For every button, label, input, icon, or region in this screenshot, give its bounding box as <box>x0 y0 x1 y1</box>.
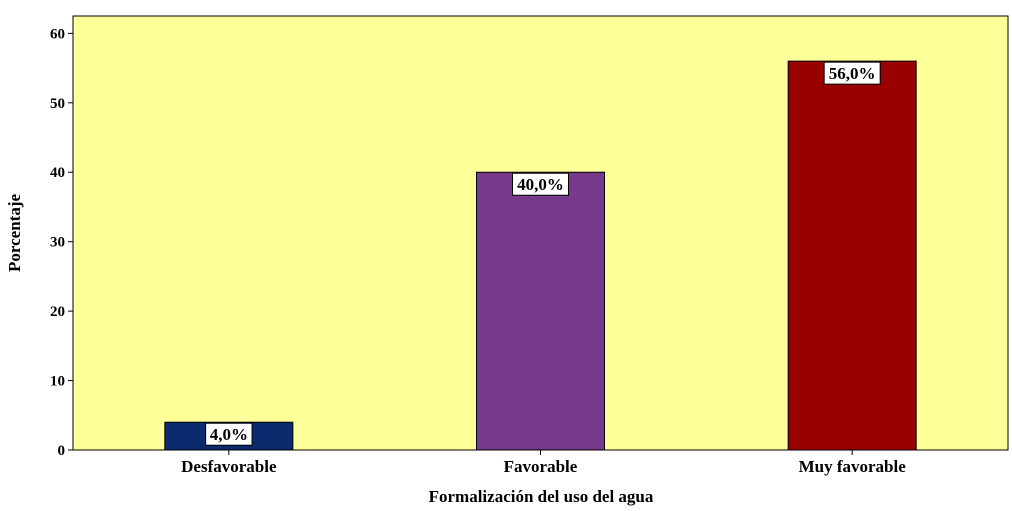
bar <box>787 60 917 451</box>
x-axis: Desfavorable Favorable Muy favorable <box>181 450 906 476</box>
y-tick-label: 60 <box>50 26 65 42</box>
y-tick-label: 0 <box>58 443 66 459</box>
data-label: 56,0% <box>829 64 876 83</box>
y-tick-label: 10 <box>50 374 65 390</box>
x-tick-label: Favorable <box>504 457 578 476</box>
y-axis-title: Porcentaje <box>5 194 24 272</box>
data-labels: 4,0% 40,0% 56,0% <box>205 61 881 446</box>
data-label: 4,0% <box>210 425 248 444</box>
data-label-box <box>205 422 253 446</box>
y-tick-label: 20 <box>50 304 65 320</box>
x-axis-title: Formalización del uso del agua <box>429 487 654 506</box>
y-tick-label: 30 <box>50 235 65 251</box>
x-tick-label: Muy favorable <box>799 457 907 476</box>
data-label: 40,0% <box>517 175 564 194</box>
data-label-box <box>823 61 881 85</box>
y-tick-label: 50 <box>50 96 65 112</box>
x-tick-label: Desfavorable <box>181 457 277 476</box>
y-tick-label: 40 <box>50 165 65 181</box>
bar <box>476 171 605 451</box>
y-axis: 0 10 20 30 40 50 60 <box>50 26 73 459</box>
data-label-box <box>512 172 569 196</box>
